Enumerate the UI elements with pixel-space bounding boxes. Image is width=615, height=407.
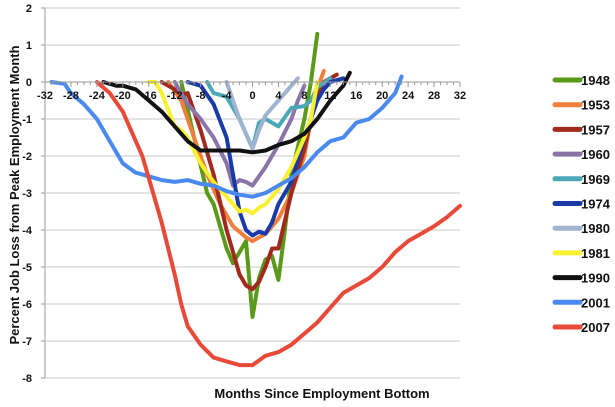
- x-tick-label: 20: [376, 90, 388, 102]
- series-line-1974: [185, 76, 346, 238]
- y-tick-label: 0: [26, 77, 32, 89]
- series-line-2001: [49, 74, 404, 199]
- legend-label-1980: 1980: [581, 221, 610, 236]
- legend-label-1969: 1969: [581, 172, 610, 187]
- x-tick-label: 12: [324, 90, 336, 102]
- legend-label-1981: 1981: [581, 246, 610, 261]
- x-tick-label: -4: [222, 90, 233, 102]
- legend-label-1974: 1974: [581, 197, 611, 212]
- legend-label-1953: 1953: [581, 98, 610, 113]
- x-tick-label: 8: [301, 90, 307, 102]
- legend-label-1948: 1948: [581, 73, 610, 88]
- y-tick-label: -7: [22, 336, 32, 348]
- legend-label-1960: 1960: [581, 147, 610, 162]
- x-axis: -32 -28 -24 -20 -16 -12 -8 -4 0 4 8 12 16 20 24 28 32: [37, 81, 466, 102]
- legend-label-2007: 2007: [581, 320, 610, 335]
- x-axis-title: Months Since Employment Bottom: [214, 386, 429, 401]
- x-tick-label: -32: [37, 90, 53, 102]
- y-tick-label: 2: [26, 3, 32, 15]
- legend: 1948 1953 1957 1960 1969 1974 1980 1981 1990 2001…: [552, 73, 611, 335]
- x-tick-label: -28: [63, 90, 79, 102]
- x-tick-label: -12: [167, 90, 183, 102]
- y-tick-label: -4: [22, 225, 33, 237]
- x-tick-label: 24: [402, 90, 415, 102]
- y-tick-labels: 2 1 0 -1 -2 -3 -4 -5 -6 -7 -8: [22, 3, 33, 385]
- x-tick-label: 16: [350, 90, 362, 102]
- legend-label-1957: 1957: [581, 122, 610, 137]
- series-line-1980: [224, 76, 300, 151]
- legend-label-1990: 1990: [581, 271, 610, 286]
- y-tick-label: -5: [22, 262, 32, 274]
- series-line-1960: [172, 80, 307, 188]
- x-tick-label: -20: [115, 90, 131, 102]
- y-tick-label: -3: [22, 188, 32, 200]
- x-tick-label: -8: [196, 90, 206, 102]
- gridlines: [41, 7, 460, 379]
- series-line-1990: [101, 70, 352, 155]
- x-tick-label: 28: [428, 90, 440, 102]
- x-tick-label: 0: [249, 90, 255, 102]
- series-lines: [49, 31, 462, 368]
- y-axis-title: Percent Job Loss from Peak Employment Mo…: [7, 45, 22, 344]
- series-line-2007: [94, 80, 462, 368]
- y-tick-label: -1: [22, 114, 32, 126]
- legend-label-2001: 2001: [581, 295, 610, 310]
- y-tick-label: -6: [22, 299, 32, 311]
- y-tick-label: -2: [22, 151, 32, 163]
- x-tick-label: 4: [275, 90, 282, 102]
- x-tick-label: 32: [454, 90, 466, 102]
- y-tick-label: -8: [22, 373, 32, 385]
- y-tick-label: 1: [26, 40, 32, 52]
- x-tick-label: -16: [141, 90, 157, 102]
- x-tick-label: -24: [89, 90, 106, 102]
